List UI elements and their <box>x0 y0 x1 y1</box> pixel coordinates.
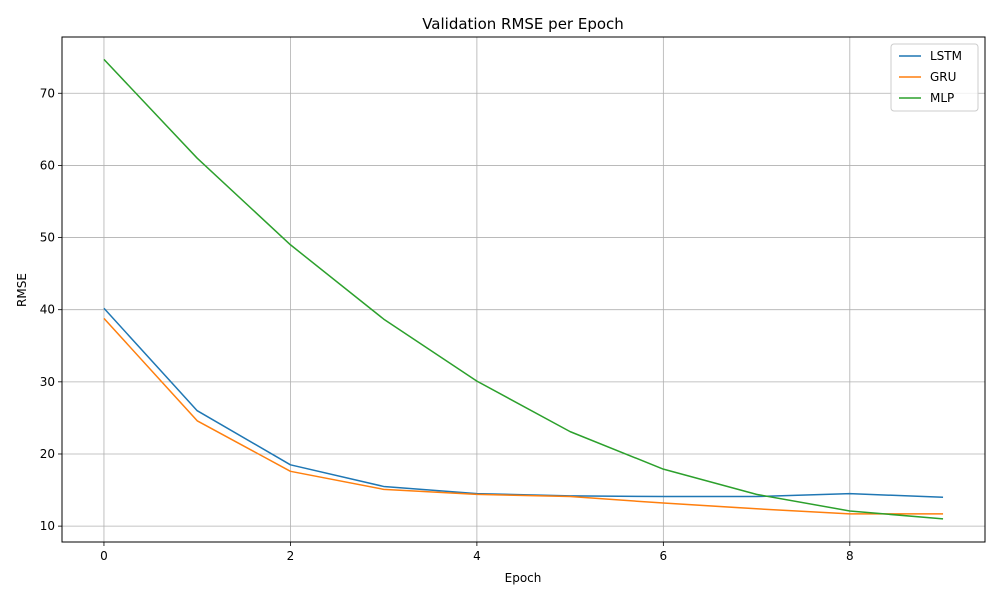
x-axis-label: Epoch <box>505 571 542 585</box>
x-tick-label: 4 <box>473 549 481 563</box>
y-tick-label: 10 <box>40 519 55 533</box>
legend-label-lstm: LSTM <box>930 49 962 63</box>
grid <box>62 37 985 542</box>
x-tick-label: 0 <box>100 549 108 563</box>
legend-label-mlp: MLP <box>930 91 954 105</box>
legend-label-gru: GRU <box>930 70 956 84</box>
x-axis: 0 2 4 6 8 <box>100 542 854 563</box>
x-tick-label: 8 <box>846 549 854 563</box>
legend-box <box>890 43 979 112</box>
y-tick-label: 30 <box>40 375 55 389</box>
y-tick-label: 20 <box>40 447 55 461</box>
y-tick-label: 70 <box>40 86 55 100</box>
series-line-gru <box>103 317 944 515</box>
y-axis-label: RMSE <box>15 273 29 307</box>
series-line-mlp <box>103 58 944 520</box>
y-axis: 10 20 30 40 50 60 70 <box>40 86 62 533</box>
plot-frame <box>61 36 986 543</box>
chart-title: Validation RMSE per Epoch <box>422 15 624 33</box>
y-tick-label: 40 <box>40 303 55 317</box>
y-tick-label: 60 <box>40 158 55 172</box>
x-tick-label: 6 <box>660 549 668 563</box>
series-lines <box>103 58 944 520</box>
legend: LSTM GRU MLP <box>890 43 979 112</box>
x-tick-label: 2 <box>287 549 295 563</box>
y-tick-label: 50 <box>40 231 55 245</box>
series-line-lstm <box>103 307 944 499</box>
